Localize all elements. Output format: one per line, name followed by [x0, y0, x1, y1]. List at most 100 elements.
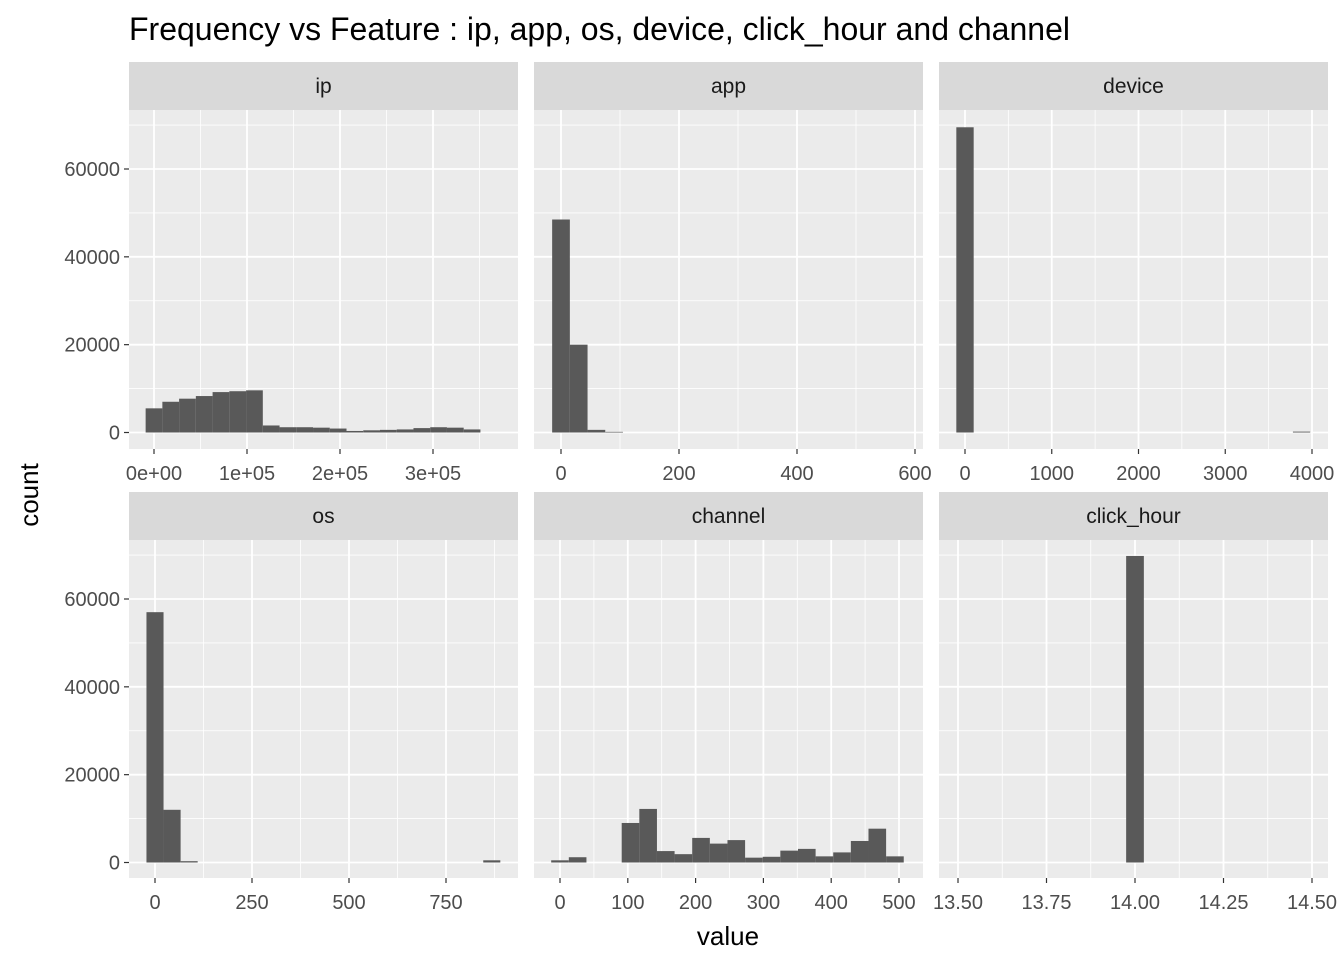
histogram-bar	[1292, 431, 1311, 433]
x-tick-label: 0	[554, 892, 565, 914]
histogram-bar	[568, 857, 587, 863]
x-tick-label: 0	[959, 463, 970, 485]
x-tick-label: 0e+00	[126, 463, 182, 485]
x-tick-label: 3e+05	[405, 463, 461, 485]
histogram-bar	[229, 391, 247, 433]
y-tick-label: 0	[109, 853, 120, 875]
histogram-bar	[180, 861, 198, 863]
x-tick-label: 0	[149, 892, 160, 914]
x-axis-title: value	[697, 921, 759, 951]
facet-ip: ip 0e+00 1e+05 2e+05 3e+05 0 20000 40000 60000	[64, 62, 518, 485]
y-tick-label: 60000	[64, 159, 120, 181]
histogram-bar	[179, 398, 196, 433]
facet-channel: channel 0 100 200 300 400 500	[534, 492, 923, 914]
histogram-bar	[1126, 555, 1144, 863]
histogram-bar	[569, 344, 588, 433]
panel-background	[939, 110, 1328, 449]
histogram-bar	[587, 429, 606, 433]
histogram-bar	[709, 843, 728, 863]
histogram-bar	[145, 408, 163, 433]
histogram-bar	[146, 612, 164, 863]
facet-strip-label: os	[312, 505, 334, 528]
y-tick-label: 40000	[64, 677, 120, 699]
histogram-bar	[363, 430, 380, 433]
y-tick-label: 60000	[64, 589, 120, 611]
facet-click_hour: click_hour 13.50 13.75 14.00 14.25 14.50	[933, 492, 1337, 914]
histogram-bar	[463, 429, 481, 433]
facet-strip	[129, 492, 518, 540]
panel-plot-area	[534, 110, 923, 449]
x-tick-label: 2e+05	[312, 463, 368, 485]
x-tick-label: 400	[780, 463, 813, 485]
facet-os: os 0 250 500 750 0 20000 40000 60000	[64, 492, 518, 914]
chart-title: Frequency vs Feature : ip, app, os, devi…	[129, 11, 1070, 47]
histogram-bar	[727, 840, 746, 863]
histogram-bar	[212, 392, 230, 433]
x-tick-label: 4000	[1290, 463, 1335, 485]
facet-device: device 0 1000 2000 3000 4000	[939, 62, 1335, 485]
facet-strip	[939, 62, 1328, 110]
histogram-bar	[850, 840, 869, 863]
y-tick-label: 20000	[64, 335, 120, 357]
panel-background	[534, 110, 923, 449]
histogram-bar	[483, 860, 501, 863]
histogram-bar	[833, 852, 851, 863]
histogram-bar	[396, 429, 414, 433]
x-tick-label: 100	[611, 892, 644, 914]
x-tick-label: 13.50	[933, 892, 983, 914]
histogram-bar	[379, 429, 397, 433]
facet-strip	[534, 62, 923, 110]
panel-plot-area	[939, 110, 1328, 449]
x-tick-label: 14.50	[1287, 892, 1337, 914]
x-tick-label: 400	[815, 892, 848, 914]
histogram-bar	[162, 401, 180, 433]
histogram-bar	[815, 856, 834, 863]
x-tick-label: 1e+05	[219, 463, 275, 485]
y-axis-title: count	[14, 462, 44, 526]
histogram-bar	[246, 390, 263, 433]
x-tick-label: 1000	[1030, 463, 1075, 485]
histogram-bar	[639, 808, 657, 863]
facet-strip	[129, 62, 518, 110]
histogram-bar	[886, 856, 904, 863]
facet-strip-label: device	[1103, 75, 1164, 98]
panel-plot-area	[534, 540, 923, 878]
y-tick-label: 0	[109, 423, 120, 445]
y-tick-label: 40000	[64, 247, 120, 269]
histogram-bar	[262, 425, 280, 433]
histogram-bar	[956, 127, 974, 433]
panel-plot-area	[939, 540, 1328, 878]
panel-plot-area	[129, 110, 518, 449]
histogram-bar	[692, 837, 710, 863]
panel-background	[129, 110, 518, 449]
histogram-bar	[430, 427, 447, 433]
panel-plot-area	[129, 540, 518, 878]
histogram-bar	[656, 851, 675, 863]
x-tick-label: 500	[882, 892, 915, 914]
histogram-bar	[762, 856, 781, 863]
x-tick-label: 750	[429, 892, 462, 914]
facet-strip	[534, 492, 923, 540]
histogram-bar	[674, 854, 693, 863]
histogram-bar	[868, 828, 887, 863]
x-tick-label: 200	[679, 892, 712, 914]
histogram-bar	[552, 219, 570, 433]
x-tick-label: 600	[898, 463, 931, 485]
x-tick-label: 300	[747, 892, 780, 914]
x-tick-label: 0	[555, 463, 566, 485]
y-tick-label: 20000	[64, 765, 120, 787]
panel-background	[129, 540, 518, 878]
histogram-bar	[413, 428, 431, 433]
histogram-bar	[195, 396, 213, 433]
x-tick-label: 14.00	[1110, 892, 1160, 914]
x-tick-label: 3000	[1203, 463, 1248, 485]
histogram-bar	[329, 428, 347, 433]
x-tick-label: 250	[235, 892, 268, 914]
panel-background	[534, 540, 923, 878]
histogram-bar	[780, 850, 798, 863]
histogram-bar	[163, 809, 181, 863]
histogram-bar	[279, 427, 297, 433]
histogram-bar	[605, 431, 623, 433]
histogram-bar	[745, 857, 763, 863]
